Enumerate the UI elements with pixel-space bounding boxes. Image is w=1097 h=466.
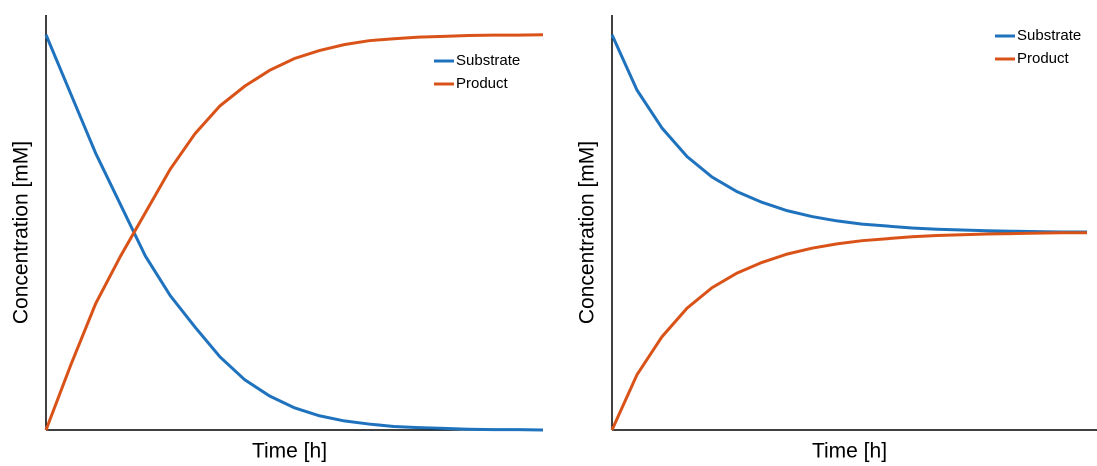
- legend-label: Product: [1017, 50, 1070, 67]
- legend-label: Substrate: [1017, 27, 1081, 44]
- y-axis-label: Concentration [mM]: [10, 141, 33, 324]
- series-line: [610, 231, 1087, 431]
- x-axis-label: Time [h]: [252, 440, 327, 463]
- legend-label: Product: [456, 75, 509, 92]
- series-line: [44, 33, 544, 431]
- series-line: [44, 34, 544, 432]
- series-line: [610, 34, 1087, 234]
- x-axis-label: Time [h]: [812, 440, 887, 463]
- y-axis-label: Concentration [mM]: [576, 141, 599, 324]
- legend-label: Substrate: [456, 52, 520, 69]
